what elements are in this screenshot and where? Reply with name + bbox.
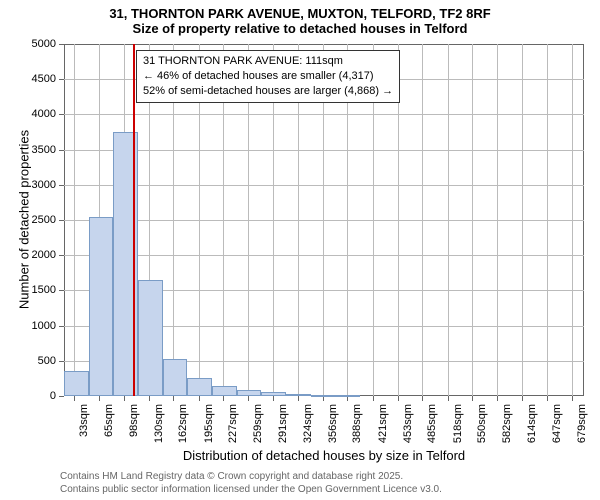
x-tick-mark: [298, 396, 299, 401]
chart-title-line1: 31, THORNTON PARK AVENUE, MUXTON, TELFOR…: [0, 0, 600, 21]
y-tick-label: 3500: [0, 144, 56, 156]
reference-line: [133, 44, 135, 396]
x-tick-label: 388sqm: [351, 404, 363, 452]
y-tick-mark: [59, 150, 64, 151]
x-tick-mark: [497, 396, 498, 401]
annotation-line3: 52% of semi-detached houses are larger (…: [143, 84, 393, 99]
gridline-horizontal: [64, 220, 584, 221]
x-tick-label: 65sqm: [103, 404, 115, 452]
x-tick-label: 162sqm: [177, 404, 189, 452]
footer-line1: Contains HM Land Registry data © Crown c…: [60, 470, 442, 483]
annotation-line1: 31 THORNTON PARK AVENUE: 111sqm: [143, 54, 393, 69]
y-tick-label: 1500: [0, 284, 56, 296]
x-tick-mark: [199, 396, 200, 401]
x-tick-mark: [173, 396, 174, 401]
x-tick-mark: [273, 396, 274, 401]
histogram-bar: [286, 394, 311, 396]
x-tick-label: 33sqm: [78, 404, 90, 452]
y-tick-label: 0: [0, 390, 56, 402]
chart-container: 31, THORNTON PARK AVENUE, MUXTON, TELFOR…: [0, 0, 600, 500]
y-tick-mark: [59, 290, 64, 291]
y-tick-mark: [59, 361, 64, 362]
gridline-vertical: [74, 44, 75, 396]
y-tick-label: 4500: [0, 73, 56, 85]
gridline-vertical: [497, 44, 498, 396]
x-tick-mark: [547, 396, 548, 401]
gridline-vertical: [572, 44, 573, 396]
x-tick-mark: [124, 396, 125, 401]
footer-line2: Contains public sector information licen…: [60, 483, 442, 496]
gridline-horizontal: [64, 255, 584, 256]
y-tick-label: 5000: [0, 38, 56, 50]
y-tick-label: 4000: [0, 108, 56, 120]
histogram-bar: [261, 392, 286, 396]
histogram-bar: [335, 395, 360, 397]
x-tick-label: 550sqm: [476, 404, 488, 452]
histogram-bar: [212, 386, 237, 396]
x-tick-mark: [398, 396, 399, 401]
annotation-box: 31 THORNTON PARK AVENUE: 111sqm← 46% of …: [136, 50, 400, 103]
x-tick-mark: [448, 396, 449, 401]
gridline-vertical: [522, 44, 523, 396]
x-tick-mark: [472, 396, 473, 401]
histogram-bar: [187, 378, 212, 396]
x-tick-label: 647sqm: [551, 404, 563, 452]
x-tick-label: 614sqm: [526, 404, 538, 452]
y-tick-mark: [59, 79, 64, 80]
gridline-vertical: [472, 44, 473, 396]
x-tick-label: 227sqm: [227, 404, 239, 452]
y-tick-mark: [59, 220, 64, 221]
x-tick-mark: [248, 396, 249, 401]
chart-title-line2: Size of property relative to detached ho…: [0, 21, 600, 40]
y-tick-label: 2500: [0, 214, 56, 226]
gridline-vertical: [547, 44, 548, 396]
footer-text: Contains HM Land Registry data © Crown c…: [60, 470, 442, 496]
x-tick-label: 582sqm: [501, 404, 513, 452]
histogram-bar: [64, 371, 89, 396]
x-tick-label: 259sqm: [252, 404, 264, 452]
x-tick-mark: [323, 396, 324, 401]
gridline-vertical: [422, 44, 423, 396]
x-tick-label: 195sqm: [203, 404, 215, 452]
y-tick-label: 2000: [0, 249, 56, 261]
histogram-bar: [311, 395, 336, 397]
y-tick-mark: [59, 44, 64, 45]
x-tick-label: 130sqm: [153, 404, 165, 452]
x-tick-label: 679sqm: [576, 404, 588, 452]
histogram-bar: [89, 217, 114, 396]
x-tick-label: 453sqm: [402, 404, 414, 452]
x-tick-mark: [522, 396, 523, 401]
x-tick-mark: [422, 396, 423, 401]
annotation-line2: ← 46% of detached houses are smaller (4,…: [143, 69, 393, 84]
histogram-bar: [237, 390, 262, 396]
x-tick-label: 518sqm: [452, 404, 464, 452]
x-tick-mark: [373, 396, 374, 401]
y-tick-mark: [59, 185, 64, 186]
x-tick-mark: [74, 396, 75, 401]
y-tick-label: 3000: [0, 179, 56, 191]
x-tick-label: 324sqm: [302, 404, 314, 452]
x-tick-mark: [223, 396, 224, 401]
y-tick-mark: [59, 326, 64, 327]
x-tick-label: 421sqm: [377, 404, 389, 452]
histogram-bar: [138, 280, 163, 396]
x-tick-mark: [149, 396, 150, 401]
x-tick-label: 485sqm: [426, 404, 438, 452]
x-tick-label: 291sqm: [277, 404, 289, 452]
gridline-horizontal: [64, 185, 584, 186]
gridline-horizontal: [64, 150, 584, 151]
x-tick-label: 98sqm: [128, 404, 140, 452]
y-tick-label: 500: [0, 355, 56, 367]
histogram-bar: [163, 359, 188, 396]
y-tick-mark: [59, 114, 64, 115]
y-tick-mark: [59, 396, 64, 397]
x-tick-label: 356sqm: [327, 404, 339, 452]
x-tick-mark: [572, 396, 573, 401]
gridline-vertical: [448, 44, 449, 396]
gridline-horizontal: [64, 114, 584, 115]
x-tick-mark: [99, 396, 100, 401]
y-tick-label: 1000: [0, 320, 56, 332]
y-tick-mark: [59, 255, 64, 256]
